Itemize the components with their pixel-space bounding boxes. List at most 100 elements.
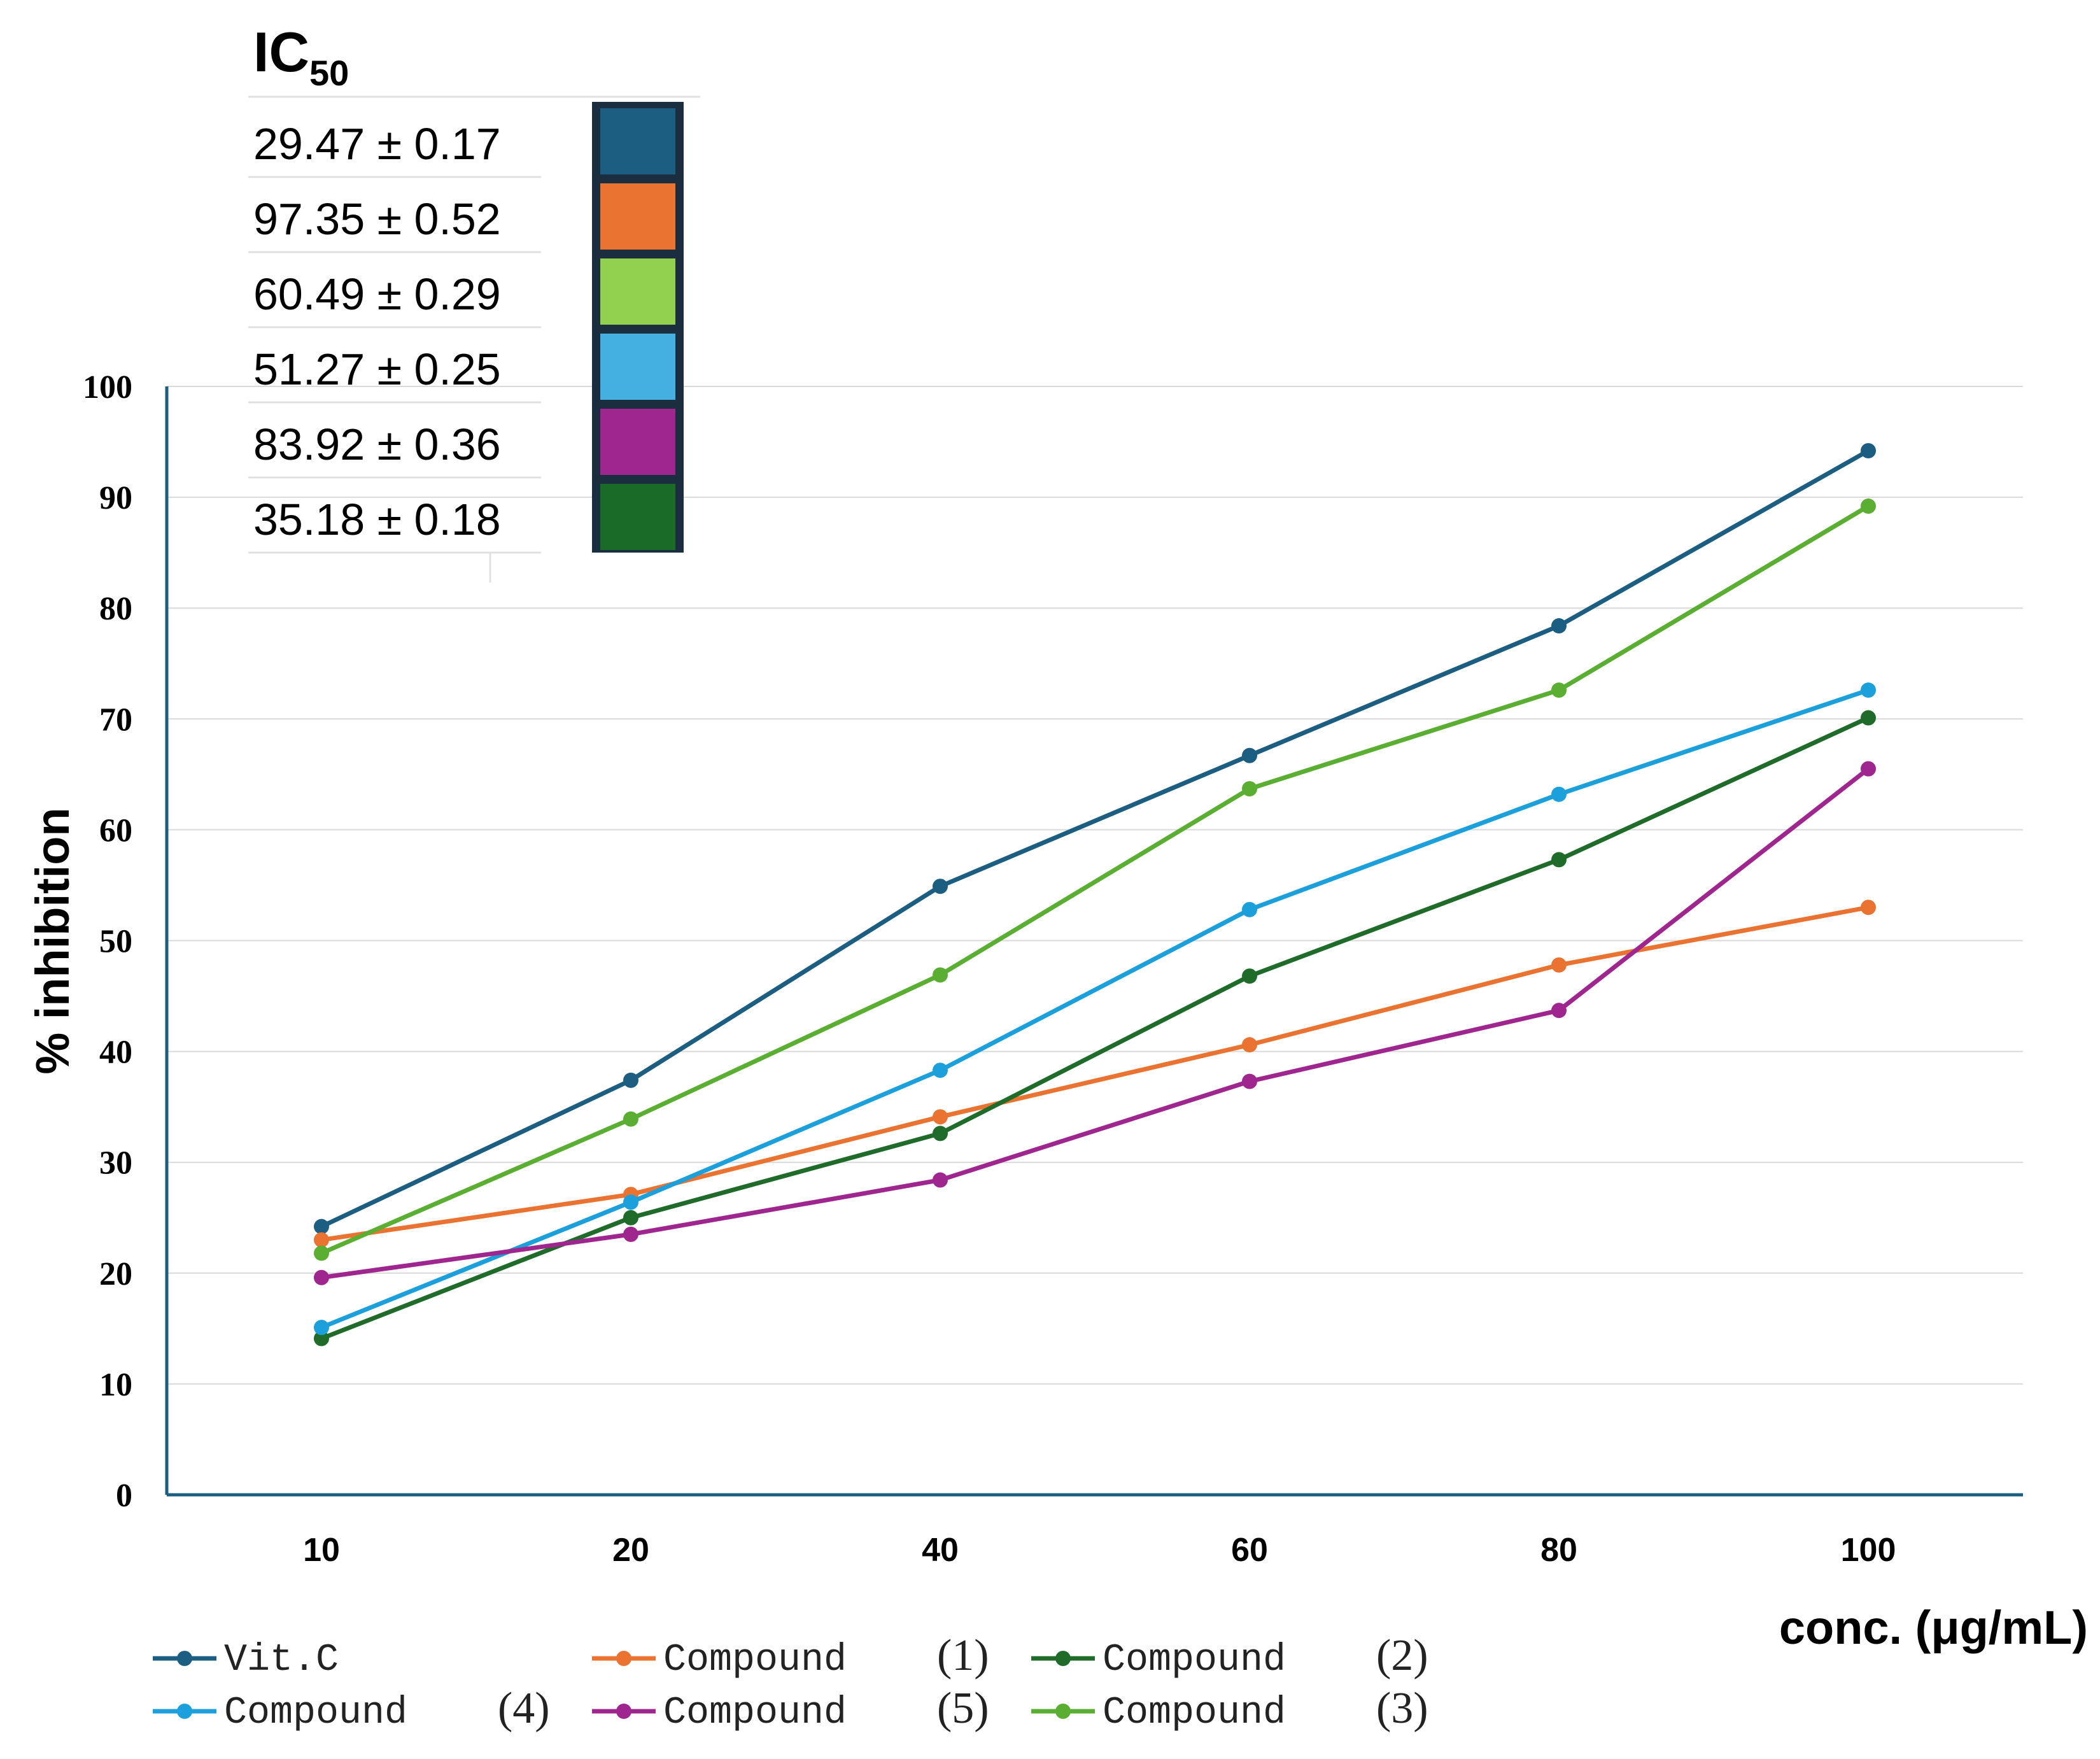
x-tick-label: 80 <box>1540 1532 1577 1569</box>
y-tick-label: 0 <box>116 1478 132 1514</box>
ic50-swatch <box>600 409 675 475</box>
y-tick-label: 30 <box>99 1145 132 1182</box>
data-point <box>1242 901 1257 917</box>
data-point <box>933 879 948 894</box>
legend-label: Compound (4) <box>224 1684 550 1735</box>
ic50-value: 51.27 ± 0.25 <box>253 344 501 394</box>
data-point <box>1861 710 1876 726</box>
data-point <box>1551 786 1567 802</box>
data-point <box>1242 968 1257 984</box>
series-4 <box>314 682 1876 1336</box>
y-axis-title: % inhibition <box>26 807 79 1074</box>
data-point <box>623 1111 638 1127</box>
legend-item: Vit.C <box>153 1639 339 1682</box>
y-tick-label: 10 <box>99 1367 132 1403</box>
data-point <box>314 1269 329 1285</box>
series-3 <box>314 710 1876 1346</box>
series-2 <box>314 900 1876 1248</box>
data-point <box>1242 1073 1257 1089</box>
data-point <box>1551 1003 1567 1019</box>
data-point <box>1551 852 1567 868</box>
axes <box>165 386 2023 1497</box>
x-tick-label: 20 <box>612 1532 649 1569</box>
data-point <box>1861 761 1876 777</box>
data-point <box>1242 747 1257 763</box>
ic50-title-main: IC <box>253 20 309 83</box>
ic50-swatch-frame <box>592 102 684 553</box>
series-5 <box>314 761 1876 1285</box>
ic50-value: 97.35 ± 0.52 <box>253 194 501 244</box>
x-tick-label: 40 <box>922 1532 959 1569</box>
legend-marker <box>616 1704 631 1719</box>
legend-label-name: Compound <box>663 1639 847 1682</box>
legend-label-number: (4) <box>498 1684 550 1733</box>
x-tick-label: 10 <box>303 1532 340 1569</box>
series-line <box>321 905 1869 1243</box>
ic50-title: IC50 <box>253 20 349 93</box>
data-point <box>623 1226 638 1242</box>
data-point <box>1861 682 1876 698</box>
series-line <box>320 448 1870 1229</box>
y-tick-label: 100 <box>83 369 132 406</box>
data-point <box>1861 498 1876 514</box>
data-point <box>314 1232 329 1248</box>
legend-label-number: (1) <box>937 1631 989 1680</box>
data-point <box>314 1320 329 1336</box>
data-point <box>1551 682 1567 698</box>
legend-marker <box>1055 1704 1071 1719</box>
y-tick-label: 90 <box>99 480 132 516</box>
y-tick-label: 60 <box>99 812 132 849</box>
gridlines <box>167 386 2023 1385</box>
y-tick-label: 40 <box>99 1035 132 1071</box>
series-line <box>320 688 1870 1330</box>
series-1 <box>314 442 1876 1234</box>
legend-label-number: (3) <box>1376 1684 1428 1733</box>
legend-label-name: Compound <box>1103 1639 1286 1682</box>
data-point <box>623 1210 638 1226</box>
legend-marker <box>616 1651 631 1666</box>
y-tick-label: 70 <box>99 702 132 738</box>
legend-label: Compound (2) <box>1103 1631 1428 1682</box>
data-point <box>314 1219 329 1234</box>
y-tick-label: 20 <box>99 1256 132 1292</box>
ic50-swatch <box>600 334 675 400</box>
y-tick-labels: 0 10 20 30 40 50 60 70 80 90 100 <box>83 369 132 1514</box>
data-point <box>933 1172 948 1188</box>
series-6 <box>314 498 1876 1261</box>
ic50-swatch <box>600 484 675 550</box>
data-point <box>933 1126 948 1141</box>
legend-label-name: Compound <box>663 1692 847 1735</box>
legend-label-name: Compound <box>224 1692 407 1735</box>
legend-item: Compound (4) <box>153 1684 550 1735</box>
ic50-value: 83.92 ± 0.36 <box>253 420 501 469</box>
legend-item: Compound (2) <box>1031 1631 1428 1682</box>
legend: Vit.C Compound (1) Compound (2)Compound (4) Co… <box>153 1631 1428 1735</box>
data-point <box>1861 442 1876 458</box>
data-point <box>1242 781 1257 796</box>
series-line <box>320 504 1870 1255</box>
y-tick-label: 50 <box>99 924 132 960</box>
series-line <box>321 766 1870 1280</box>
data-point <box>1242 1037 1257 1053</box>
x-tick-label: 100 <box>1841 1532 1896 1569</box>
legend-label: Compound (1) <box>663 1631 989 1682</box>
ic50-title-subscript: 50 <box>309 53 349 93</box>
legend-marker <box>177 1704 192 1719</box>
x-axis-title: conc. (μg/mL) <box>1779 1601 2088 1654</box>
legend-label: Compound (5) <box>663 1684 989 1735</box>
y-tick-label: 80 <box>99 591 132 627</box>
legend-label-number: (2) <box>1376 1631 1428 1680</box>
ic50-value: 29.47 ± 0.17 <box>253 119 501 169</box>
legend-label: Compound (3) <box>1103 1684 1428 1735</box>
legend-label: Vit.C <box>224 1639 339 1682</box>
ic50-value: 35.18 ± 0.18 <box>253 495 501 544</box>
data-point <box>933 1063 948 1078</box>
legend-marker <box>177 1651 192 1666</box>
data-point <box>933 967 948 983</box>
ic50-swatch <box>600 108 675 174</box>
data-point <box>933 1109 948 1125</box>
ic50-value: 60.49 ± 0.29 <box>253 269 501 319</box>
series-lines <box>314 442 1876 1346</box>
series-line <box>320 716 1870 1341</box>
